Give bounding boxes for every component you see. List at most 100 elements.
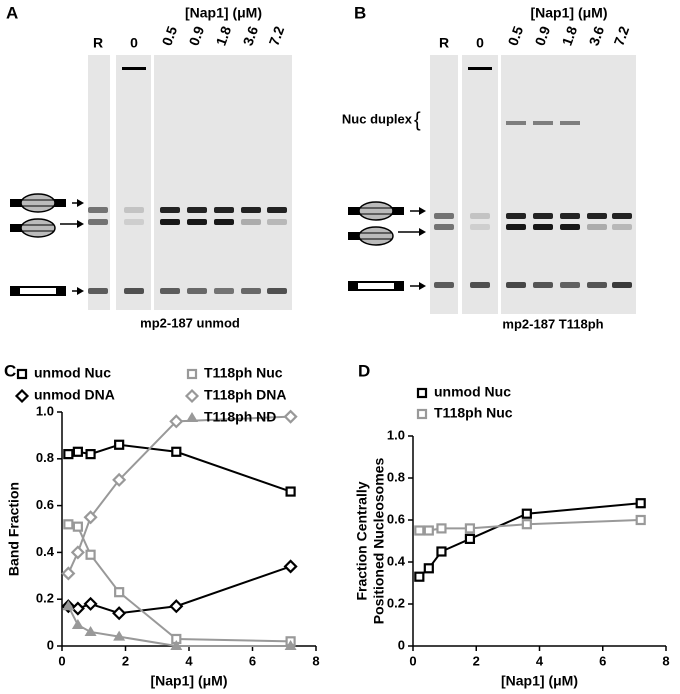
duplex-brace: { <box>414 109 421 131</box>
point <box>83 510 98 525</box>
gel-band <box>214 219 234 225</box>
legend-label: T118ph DNA <box>204 387 286 403</box>
gel-band <box>560 121 580 125</box>
y-tick-label: 0.6 <box>387 511 405 526</box>
legend-label: T118ph Nuc <box>204 365 283 381</box>
gel-band <box>88 207 108 213</box>
point <box>72 521 83 532</box>
lane-label: R <box>93 35 103 51</box>
arrow-head <box>77 199 84 207</box>
nucleosome-icon <box>358 226 394 246</box>
lane-label: R <box>439 35 449 51</box>
gel-lane-strip <box>154 55 292 310</box>
gel-band <box>241 288 261 294</box>
y-tick-label: 0.2 <box>36 591 54 606</box>
x-tick-label: 8 <box>312 653 319 668</box>
point <box>283 559 298 574</box>
x-tick-label: 6 <box>249 653 256 668</box>
gel-caption: mp2-187 unmod <box>140 315 240 330</box>
point <box>83 596 98 611</box>
arrow-head <box>419 282 426 290</box>
lane-label: 0 <box>130 35 138 51</box>
point <box>171 446 182 457</box>
legend-marker <box>186 412 198 422</box>
lane-label: 0.9 <box>532 24 554 48</box>
point <box>635 498 646 509</box>
point <box>521 508 532 519</box>
gel-band <box>267 288 287 294</box>
gel-band <box>506 224 526 230</box>
point <box>85 449 96 460</box>
gel-band <box>587 282 607 288</box>
lane-label: 1.8 <box>213 24 235 48</box>
gel-band <box>434 282 454 288</box>
point <box>170 640 183 650</box>
gel-band <box>124 207 144 213</box>
gel-band <box>470 224 490 230</box>
point <box>112 606 127 621</box>
nucleosome-icon <box>20 193 56 213</box>
x-tick-label: 2 <box>473 653 480 668</box>
concentration-label: [Nap1] (μM) <box>185 5 262 21</box>
y-axis-label: Positioned Nucleosomes <box>371 458 387 625</box>
gel-band <box>124 219 144 225</box>
point <box>635 514 646 526</box>
y-tick-label: 0 <box>398 637 405 652</box>
gel-lane-strip <box>462 55 498 314</box>
gel-band <box>267 207 287 213</box>
panel-letter: A <box>6 3 18 22</box>
gel-band <box>560 213 580 219</box>
gel-band <box>533 213 553 219</box>
gel-band <box>124 288 144 294</box>
point <box>63 449 74 460</box>
lane-label: 0.9 <box>186 24 208 48</box>
legend-marker <box>186 368 198 380</box>
point <box>423 525 434 536</box>
y-tick-label: 0.6 <box>36 497 54 512</box>
gel-band <box>241 207 261 213</box>
x-tick-label: 0 <box>409 653 416 668</box>
legend-marker <box>416 387 428 399</box>
gel-band <box>267 219 287 225</box>
gel-lane-strip <box>116 55 151 310</box>
point <box>414 571 425 582</box>
point <box>114 439 125 450</box>
gel-band <box>160 288 180 294</box>
gel-band <box>214 207 234 213</box>
lane-label: 7.2 <box>611 24 633 48</box>
gel-band <box>88 219 108 225</box>
point <box>70 601 85 616</box>
gel-lane-strip <box>430 55 458 314</box>
y-tick-label: 0.4 <box>387 553 406 568</box>
series-line <box>67 415 291 574</box>
gel-band <box>506 282 526 288</box>
gel-well <box>468 67 492 70</box>
point <box>436 546 447 557</box>
legend-marker <box>416 408 428 420</box>
panel-letter: D <box>358 361 370 380</box>
point <box>521 519 532 530</box>
x-tick-label: 2 <box>122 653 129 668</box>
gel-band <box>587 224 607 230</box>
y-tick-label: 1.0 <box>387 427 405 442</box>
x-axis-label: [Nap1] (μM) <box>151 673 228 689</box>
gel-band <box>160 219 180 225</box>
point <box>114 587 125 598</box>
point <box>72 446 83 457</box>
gel-band <box>88 288 108 294</box>
gel-band <box>560 224 580 230</box>
gel-band <box>160 207 180 213</box>
y-axis-label: Band Fraction <box>6 482 22 576</box>
arrow-head <box>419 207 426 215</box>
gel-band <box>241 219 261 225</box>
legend-label: unmod Nuc <box>34 365 111 381</box>
point <box>284 640 297 650</box>
gel-band <box>612 213 632 219</box>
y-tick-label: 0.8 <box>387 469 405 484</box>
series-line <box>68 523 291 643</box>
point <box>84 625 97 636</box>
y-tick-label: 0.8 <box>36 450 54 465</box>
x-tick-label: 4 <box>536 653 544 668</box>
point <box>169 599 184 614</box>
